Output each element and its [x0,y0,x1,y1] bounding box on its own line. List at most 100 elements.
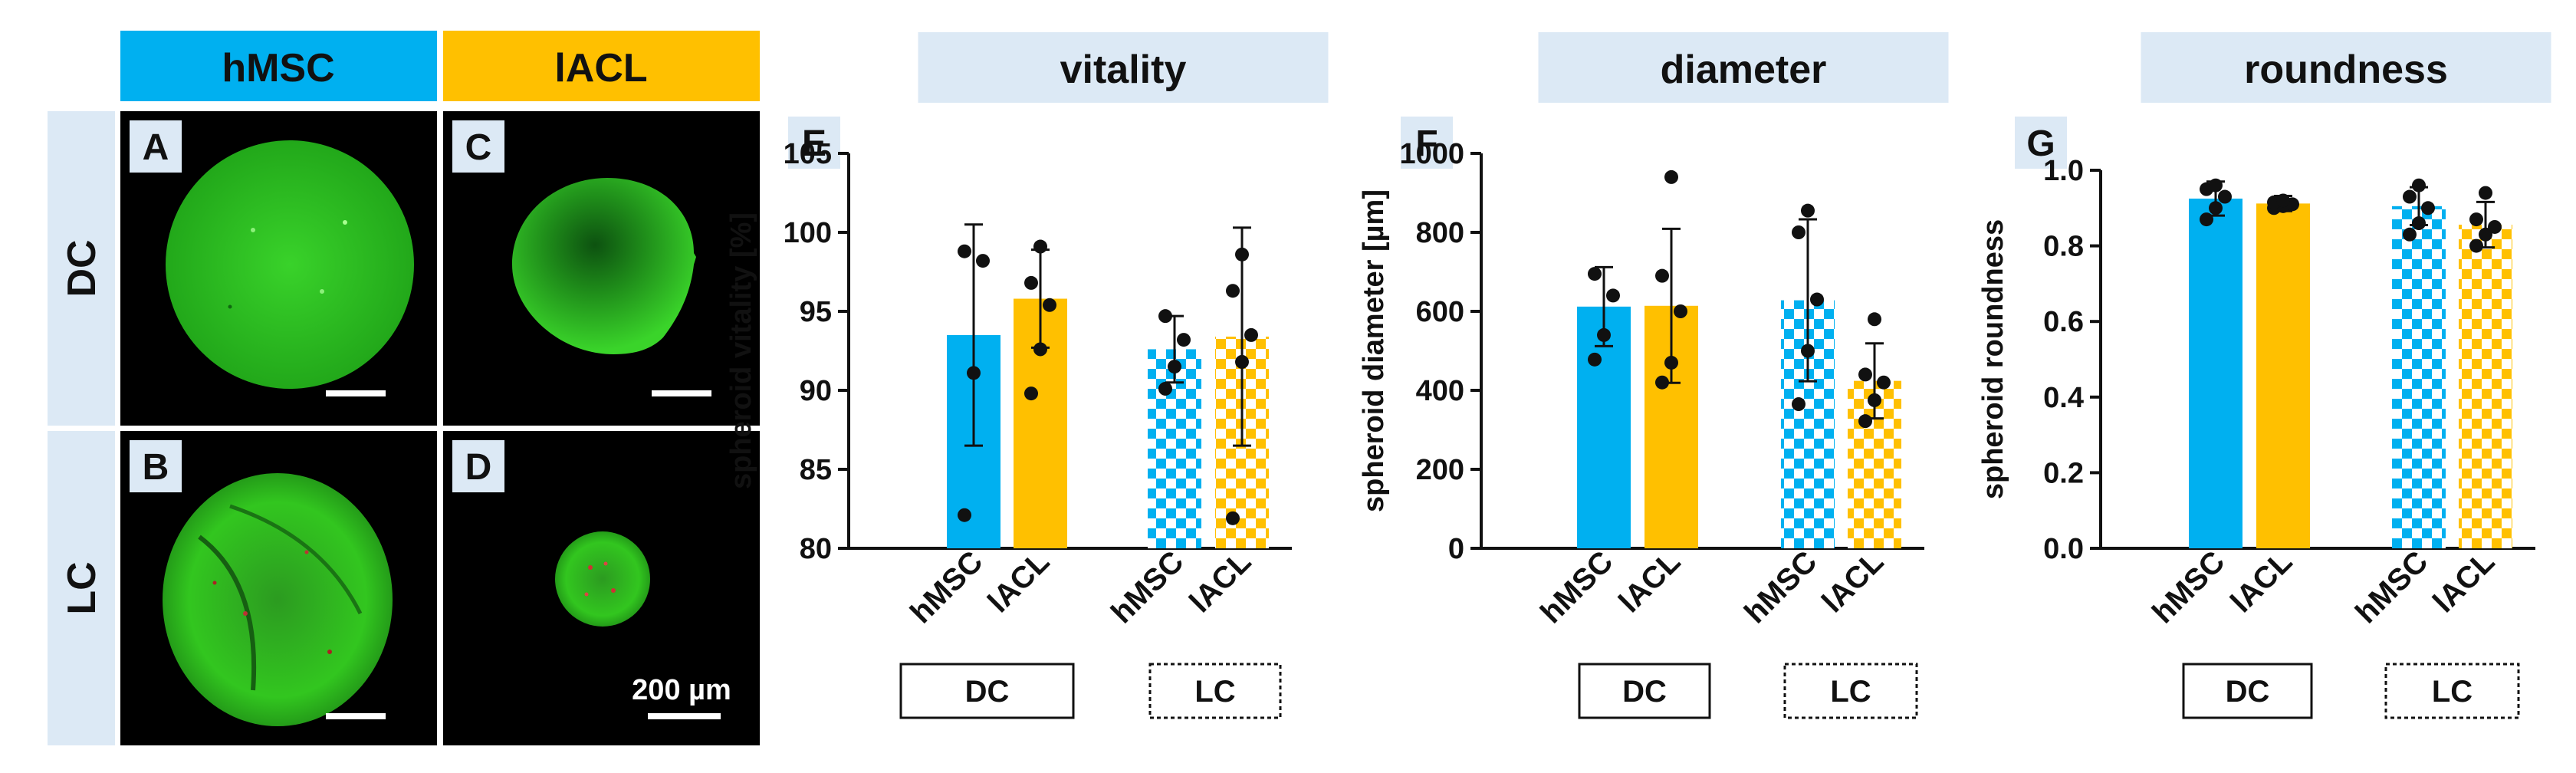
data-point [1043,298,1056,312]
data-point [1801,203,1815,218]
panel-letter-b: B [143,447,169,488]
col-header-hmsc: hMSC [222,46,334,90]
data-point [2218,189,2232,204]
x-tick-label: lACL [2426,544,2501,619]
data-point [976,254,990,268]
bar-dc-hmsc [2189,198,2242,548]
bar-lc-hmsc [2392,206,2446,548]
data-point [1664,355,1678,370]
panel-letter-f: F [1415,123,1438,164]
data-point [2469,238,2483,253]
row-header-dc: DC [60,239,104,297]
scale-bar [326,713,386,719]
scale-bar [648,713,721,719]
scale-bar [652,390,711,396]
y-tick-label: 200 [1416,454,1464,486]
group-label-dc: DC [2226,675,2270,709]
panel-letter-a: A [143,127,169,168]
y-axis-label: spheroid vitality [%] [725,212,757,489]
panel-letter-d: D [465,447,492,488]
data-point [2479,227,2492,242]
chart-title: diameter [1661,48,1827,92]
micrograph-panel-a: A [120,111,437,426]
micrograph-grid: hMSC lACL DC LC A C [48,31,760,745]
y-tick-label: 105 [784,138,832,170]
y-tick-label: 800 [1416,217,1464,249]
spheroid-image [166,140,414,389]
bar-dc-lacl [2256,203,2310,548]
panel-letter-g: G [2026,123,2055,164]
x-tick-label: hMSC [2349,544,2434,630]
group-label-lc: LC [1830,675,1871,709]
y-tick-label: 90 [800,375,832,407]
chart-title-bg [2141,32,2551,103]
spheroid-image [555,531,650,627]
data-point [1606,288,1620,303]
x-tick-label: hMSC [1105,544,1190,630]
spheroid-image [163,473,393,726]
data-point [1177,333,1191,347]
data-point [1810,292,1824,307]
data-point [2200,212,2213,227]
y-tick-label: 0 [1448,533,1464,565]
data-point [1674,304,1687,318]
y-tick-label: 0.2 [2043,457,2084,489]
micrograph-panel-b: B [120,431,437,745]
data-point [1655,375,1669,390]
data-point [1858,367,1872,382]
chart-title: vitality [1060,48,1187,92]
group-label-lc: LC [1194,675,1235,709]
group-label-lc: LC [2432,675,2472,709]
data-point [967,366,981,380]
y-tick-label: 0.0 [2043,533,2084,565]
chart-title-bg [1538,32,1949,103]
data-point [958,508,971,522]
row-header-dc-bg [48,111,115,426]
data-point [1244,327,1258,342]
scale-bar-label: 200 µm [632,674,731,706]
y-axis-label: spheroid diameter [µm] [1358,189,1390,512]
data-point [1226,511,1240,525]
group-label-dc: DC [965,675,1010,709]
panel-letter-bg [2015,117,2067,169]
group-box-lc [1783,663,1918,719]
data-point [1792,397,1806,412]
group-box-lc [2384,663,2520,719]
chart-title-bg [918,32,1329,103]
data-point [1158,381,1172,396]
data-point [1033,342,1047,357]
data-point [1235,354,1249,369]
y-tick-label: 100 [784,217,832,249]
data-point [958,244,971,258]
data-point [2209,178,2223,192]
col-header-iacl-bg [443,31,760,101]
data-point [2403,189,2417,204]
x-tick-label: lACL [2224,544,2298,619]
y-tick-label: 1000 [1399,138,1464,170]
data-point [1877,375,1891,390]
data-point [2403,227,2417,242]
data-point [2469,212,2483,227]
data-point [1655,268,1669,283]
chart-title: roundness [2244,48,2448,92]
data-point [1868,312,1881,327]
x-tick-label: hMSC [1738,544,1823,630]
x-tick-label: lACL [981,544,1056,619]
data-point [1664,169,1678,184]
y-tick-label: 85 [800,454,832,486]
data-point [1801,344,1815,358]
data-point [2412,216,2426,231]
y-tick-label: 95 [800,296,832,328]
data-point [2479,186,2492,200]
data-point [1588,352,1602,367]
y-tick-label: 0.8 [2043,231,2084,263]
group-box-dc [1578,663,1711,719]
data-point [1858,414,1872,429]
y-tick-label: 600 [1416,296,1464,328]
y-axis-label: spheroid roundness [1977,219,2009,499]
panel-letter-c: C [465,127,492,168]
data-point [1235,247,1249,262]
data-point [2488,219,2502,234]
